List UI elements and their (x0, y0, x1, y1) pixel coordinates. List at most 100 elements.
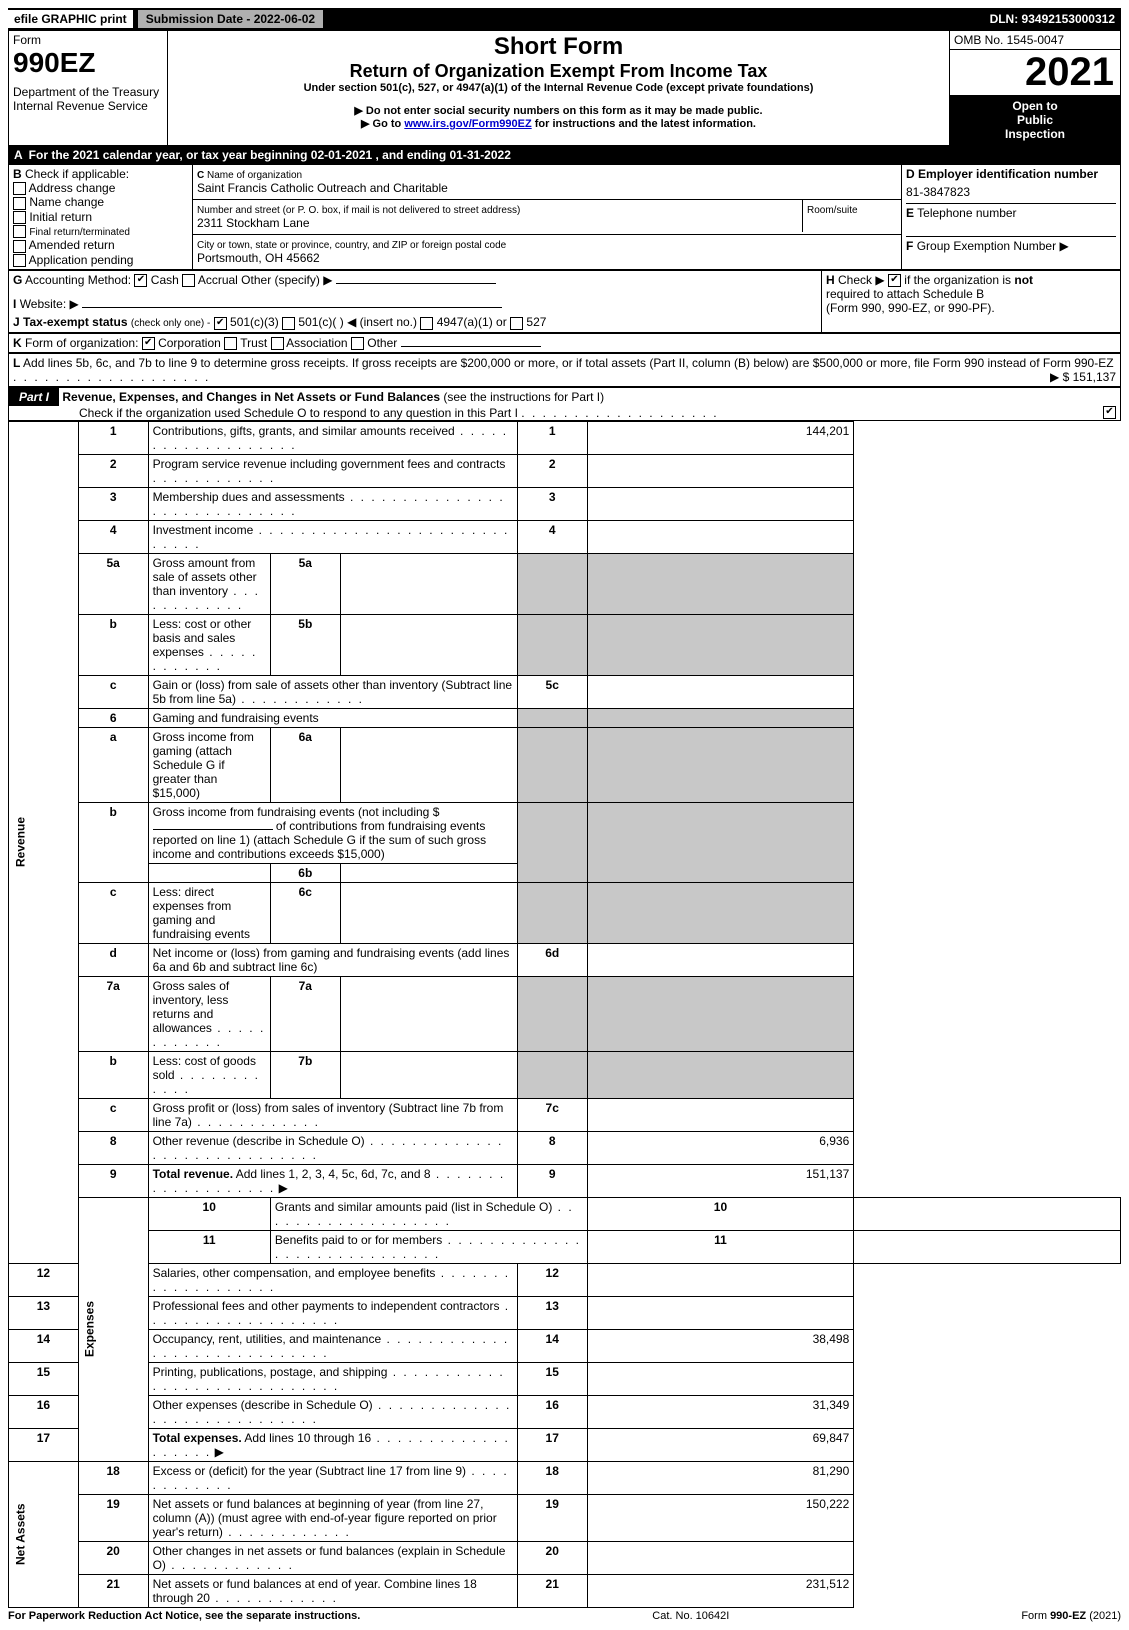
gh-block: G Accounting Method: Cash Accrual Other … (8, 270, 1121, 333)
line-num: b (78, 802, 148, 882)
line-num: 11 (148, 1230, 270, 1263)
checkbox-address-change[interactable] (13, 182, 26, 195)
line-value: 151,137 (587, 1164, 854, 1197)
line-text: Less: direct expenses from gaming and fu… (153, 885, 250, 941)
line-ref: 15 (517, 1362, 587, 1395)
checkbox-527[interactable] (510, 317, 523, 330)
k-other-input[interactable] (401, 346, 541, 347)
checkbox-association[interactable] (271, 337, 284, 350)
line-ref: 14 (517, 1329, 587, 1362)
city-value: Portsmouth, OH 45662 (197, 251, 320, 265)
line-value (587, 1541, 854, 1574)
j-o1: 501(c)(3) (230, 315, 279, 329)
checkbox-application-pending[interactable] (13, 254, 26, 267)
k-label: Form of organization: (25, 336, 138, 350)
f-label: Group Exemption Number (917, 239, 1056, 253)
street-label: Number and street (or P. O. box, if mail… (197, 205, 520, 216)
line-value: 81,290 (587, 1461, 854, 1494)
line-ref: 7c (517, 1098, 587, 1131)
i-label: Website: ▶ (20, 297, 79, 311)
l-block: L Add lines 5b, 6c, and 7b to line 9 to … (8, 353, 1121, 387)
line-a-text: For the 2021 calendar year, or tax year … (29, 148, 511, 162)
line-num: c (78, 1098, 148, 1131)
line-value (587, 1296, 854, 1329)
open-line1: Open to (954, 99, 1116, 113)
g-other-input[interactable] (336, 283, 496, 284)
line-ref: 8 (517, 1131, 587, 1164)
sub-ref: 7b (270, 1051, 340, 1098)
line-text: Benefits paid to or for members (275, 1233, 442, 1247)
checkbox-final-return[interactable] (13, 225, 26, 238)
line-ref: 2 (517, 454, 587, 487)
sub-ref: 7a (270, 976, 340, 1051)
footer-right: Form 990-EZ (2021) (1021, 1610, 1121, 1622)
part1-title: Revenue, Expenses, and Changes in Net As… (62, 390, 440, 404)
checkbox-part1-scho[interactable] (1103, 406, 1116, 419)
sub-ref: 5a (270, 553, 340, 614)
sub-value (340, 553, 517, 614)
checkbox-trust[interactable] (224, 337, 237, 350)
top-bar: efile GRAPHIC print Submission Date - 20… (8, 8, 1121, 30)
b3: Initial return (29, 210, 92, 224)
e-label: Telephone number (917, 206, 1016, 220)
checkbox-accrual[interactable] (182, 274, 195, 287)
irs-label: Internal Revenue Service (13, 99, 163, 113)
sub-ref: 6a (270, 727, 340, 802)
line-num: 12 (9, 1263, 79, 1296)
goto-pre: Go to (373, 118, 405, 130)
line-ref: 5c (517, 675, 587, 708)
line-num: 6 (78, 708, 148, 727)
checkbox-501c3[interactable] (214, 317, 227, 330)
g-accrual: Accrual (198, 273, 238, 287)
k-o3: Association (286, 336, 347, 350)
line-num: 4 (78, 520, 148, 553)
k-o1: Corporation (158, 336, 221, 350)
shaded-cell (587, 976, 854, 1051)
b-label: Check if applicable: (25, 167, 129, 181)
k-o2: Trust (240, 336, 267, 350)
line-value: 69,847 (587, 1428, 854, 1461)
form-number: 990EZ (13, 47, 163, 79)
lines-table: Revenue 1 Contributions, gifts, grants, … (8, 421, 1121, 1608)
open-to-public: Open to Public Inspection (950, 95, 1120, 145)
website-input[interactable] (82, 307, 502, 308)
line-ref: 19 (517, 1494, 587, 1541)
b6: Application pending (29, 253, 134, 267)
checkbox-initial-return[interactable] (13, 211, 26, 224)
checkbox-other-org[interactable] (351, 337, 364, 350)
line-num: c (78, 882, 148, 943)
line-text-6b2: of contributions from fundraising events… (153, 819, 487, 861)
line-value (854, 1197, 1121, 1230)
line-text: Gaming and fundraising events (148, 708, 517, 727)
footer-right-bold: 990-EZ (1050, 1610, 1086, 1622)
inline-input[interactable] (153, 829, 273, 830)
line-num: 5a (78, 553, 148, 614)
line-num: 3 (78, 487, 148, 520)
sub-ref: 6c (270, 882, 340, 943)
checkbox-corporation[interactable] (142, 337, 155, 350)
efile-print-label[interactable]: efile GRAPHIC print (8, 10, 133, 28)
checkbox-h[interactable] (888, 274, 901, 287)
line-num: 15 (9, 1362, 79, 1395)
line-ref: 4 (517, 520, 587, 553)
submission-date: Submission Date - 2022-06-02 (137, 9, 324, 29)
room-label: Room/suite (807, 205, 858, 216)
line-value (587, 1098, 854, 1131)
checkbox-name-change[interactable] (13, 197, 26, 210)
line-value: 31,349 (587, 1395, 854, 1428)
checkbox-501c[interactable] (282, 317, 295, 330)
dln: DLN: 93492153000312 (990, 12, 1121, 26)
line-text: Professional fees and other payments to … (153, 1299, 500, 1313)
d-label: Employer identification number (918, 167, 1098, 181)
checkbox-cash[interactable] (134, 274, 147, 287)
b2: Name change (29, 195, 104, 209)
checkbox-4947[interactable] (420, 317, 433, 330)
line-text: Membership dues and assessments (153, 490, 345, 504)
line-bold: Total revenue. (153, 1167, 233, 1181)
line-num: 17 (9, 1428, 79, 1461)
checkbox-amended-return[interactable] (13, 240, 26, 253)
irs-link[interactable]: www.irs.gov/Form990EZ (404, 118, 531, 130)
line-num: 14 (9, 1329, 79, 1362)
line-value: 38,498 (587, 1329, 854, 1362)
omb-number: OMB No. 1545-0047 (950, 31, 1120, 50)
